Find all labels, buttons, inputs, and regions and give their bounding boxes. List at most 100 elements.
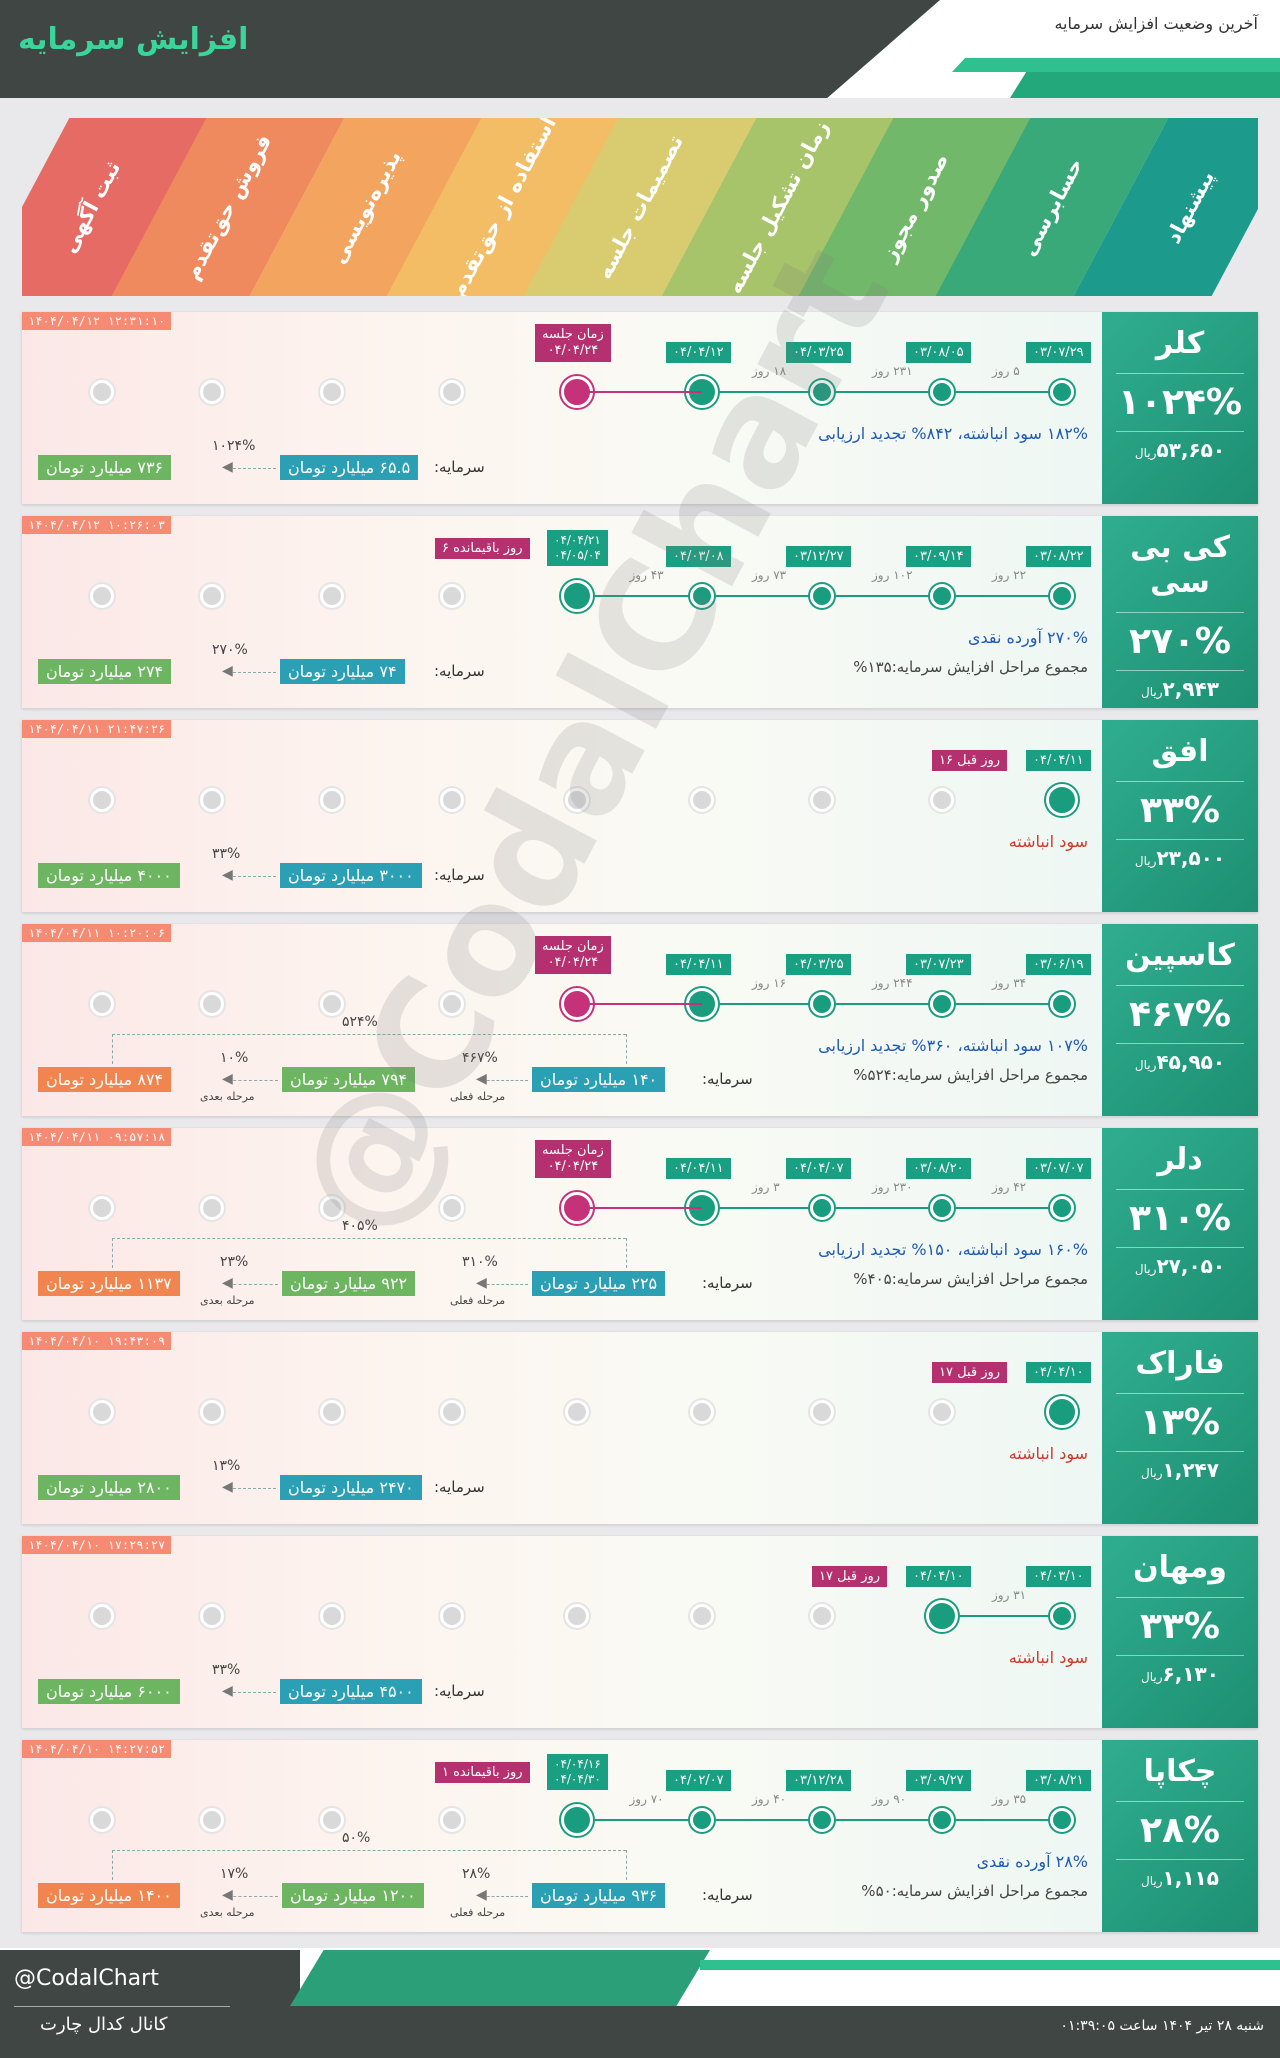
- days-between: ۲۴۴ روز: [872, 976, 913, 990]
- stock-name[interactable]: ومهان: [1133, 1550, 1227, 1585]
- stage-dot-inactive: [320, 584, 344, 608]
- capital-target: ۱۴۰۰ میلیارد تومان: [38, 1883, 180, 1908]
- stock-panel[interactable]: کی بی سی ۲۷۰% ۲,۹۴۳ریال: [1102, 516, 1258, 708]
- next-stage-label: مرحله بعدی: [200, 1090, 255, 1103]
- stock-name[interactable]: چکاپا: [1143, 1754, 1217, 1789]
- capital-target: ۲۷۴ میلیارد تومان: [38, 659, 172, 684]
- stage-date: ۰۳/۰۷/۲۳: [906, 954, 971, 975]
- stock-name[interactable]: افق: [1151, 734, 1209, 769]
- stock-name[interactable]: کاسپین: [1125, 938, 1235, 973]
- capital-increase-percent: ۳۳%: [212, 1662, 241, 1678]
- stock-price: ۱,۲۴۷ریال: [1102, 1458, 1258, 1482]
- stock-panel[interactable]: ومهان ۳۳% ۶,۱۳۰ریال: [1102, 1536, 1258, 1728]
- stage-date: ۰۴/۰۴/۱۰: [1026, 1362, 1091, 1383]
- price-value: ۲۷,۰۵۰: [1156, 1254, 1226, 1278]
- stock-panel[interactable]: دلر ۳۱۰% ۲۷,۰۵۰ریال: [1102, 1128, 1258, 1320]
- total-increase-percent: ۵۲۴%: [342, 1014, 378, 1030]
- stock-panel[interactable]: فاراک ۱۳% ۱,۲۴۷ریال: [1102, 1332, 1258, 1524]
- meeting-time-label: زمان جلسه ۰۴/۰۴/۲۴: [535, 324, 611, 362]
- price-value: ۲,۹۴۳: [1162, 677, 1219, 701]
- increase-percent: ۳۳%: [1116, 781, 1244, 840]
- stage-dot-inactive: [690, 1604, 714, 1628]
- stock-panel[interactable]: افق ۳۳% ۲۳,۵۰۰ریال: [1102, 720, 1258, 912]
- stage-dot-inactive: [440, 584, 464, 608]
- stock-name[interactable]: کی بی سی: [1130, 530, 1230, 600]
- timestamp: ۱۴۰۴/۰۴/۱۰ ۱۴:۲۷:۵۲: [22, 1740, 172, 1758]
- footer-stripe: [700, 1960, 1280, 1970]
- stage-dot-inactive: [930, 1400, 954, 1424]
- capital-target: ۸۷۴ میلیارد تومان: [38, 1067, 172, 1092]
- days-between: ۳۱ روز: [992, 1588, 1027, 1602]
- arrow-icon: ◀: [222, 459, 233, 475]
- stage-dot: [930, 1196, 954, 1220]
- stock-card: ۱۴۰۴/۰۴/۱۱ ۰۹:۵۷:۱۸ دلر ۳۱۰% ۲۷,۰۵۰ریال ۰۳/۰…: [22, 1128, 1258, 1320]
- stage-dot: [1050, 1808, 1074, 1832]
- remaining-days: ۶ روز باقیمانده: [435, 538, 530, 559]
- footer-divider: [14, 2006, 230, 2007]
- capital-increase-percent: ۳۳%: [212, 846, 241, 862]
- stage-date: ۰۳/۱۲/۲۸: [786, 1770, 851, 1791]
- header-dark-band: [0, 0, 940, 98]
- capital-increase-percent: ۲۷۰%: [212, 642, 248, 658]
- stock-price: ۱,۱۱۵ریال: [1102, 1866, 1258, 1890]
- stock-name[interactable]: دلر: [1157, 1142, 1203, 1177]
- stage-dot: [930, 380, 954, 404]
- total-increase: مجموع مراحل افزایش سرمایه:۱۳۵%: [853, 658, 1088, 676]
- stage-dot-inactive: [90, 1604, 114, 1628]
- increase-percent: ۳۱۰%: [1116, 1189, 1244, 1248]
- remaining-days: ۱ روز باقیمانده: [435, 1762, 530, 1783]
- arrow-line: [228, 672, 276, 673]
- stage-dot-inactive: [440, 1808, 464, 1832]
- arrow-line: [482, 1080, 528, 1081]
- stage-date: ۰۳/۰۹/۱۴: [906, 546, 971, 567]
- stock-panel[interactable]: کاسپین ۴۶۷% ۴۵,۹۵۰ریال: [1102, 924, 1258, 1116]
- arrow-icon: ◀: [222, 1683, 233, 1699]
- capital-label: سرمایه:: [434, 662, 485, 680]
- next-increase-percent: ۱۰%: [220, 1050, 249, 1066]
- days-between: ۲۲ روز: [992, 568, 1027, 582]
- days-between: ۲۳۱ روز: [872, 364, 913, 378]
- stock-name[interactable]: کلر: [1155, 326, 1205, 361]
- total-bracket: [112, 1850, 626, 1851]
- stage-date: ۰۳/۰۸/۲۲: [1026, 546, 1091, 567]
- capital-label: سرمایه:: [702, 1274, 753, 1292]
- days-between: ۷۰ روز: [629, 1792, 664, 1806]
- arrow-line: [228, 1284, 278, 1285]
- increase-source: سود انباشته: [1008, 1648, 1088, 1667]
- price-value: ۱,۲۴۷: [1162, 1458, 1219, 1482]
- stage-dot-inactive: [440, 380, 464, 404]
- stock-card: ۱۴۰۴/۰۴/۱۰ ۱۷:۲۹:۲۷ ومهان ۳۳% ۶,۱۳۰ریال ۰۴/۰…: [22, 1536, 1258, 1728]
- stage-dot: [810, 1808, 834, 1832]
- footer-handle[interactable]: @CodalChart: [14, 1966, 159, 1991]
- stage-dot: [1050, 380, 1074, 404]
- stage-date: ۰۳/۰۸/۲۰: [906, 1158, 971, 1179]
- timestamp: ۱۴۰۴/۰۴/۱۲ ۱۲:۳۱:۱۰: [22, 312, 172, 330]
- arrow-line: [482, 1284, 528, 1285]
- stage-dot-inactive: [690, 788, 714, 812]
- stage-dot: [690, 584, 714, 608]
- stage-dot-inactive: [440, 788, 464, 812]
- currency: ریال: [1134, 854, 1157, 868]
- stage-label: ثبت آگهی: [56, 156, 126, 258]
- arrow-line: [228, 1692, 276, 1693]
- stage-dot-inactive: [90, 1196, 114, 1220]
- stock-price: ۴۵,۹۵۰ریال: [1102, 1050, 1258, 1074]
- capital-increase-percent: ۱۳%: [212, 1458, 241, 1474]
- capital-current: ۲۴۷۰ میلیارد تومان: [280, 1475, 422, 1500]
- stock-panel[interactable]: چکاپا ۲۸% ۱,۱۱۵ریال: [1102, 1740, 1258, 1932]
- stage-date: ۰۴/۰۴/۱۰: [906, 1566, 971, 1587]
- capital-current: ۶۵.۵ میلیارد تومان: [280, 455, 419, 480]
- stage-dot-inactive: [200, 1400, 224, 1424]
- stock-panel[interactable]: کلر ۱۰۲۴% ۵۳,۶۵۰ریال: [1102, 312, 1258, 504]
- capital-label: سرمایه:: [434, 458, 485, 476]
- page-subtitle: آخرین وضعیت افزایش سرمایه: [1054, 14, 1258, 33]
- stage-dot-inactive: [440, 992, 464, 1016]
- stage-date: ۰۳/۰۹/۲۷: [906, 1770, 971, 1791]
- stage-dot-inactive: [200, 1196, 224, 1220]
- stage-date: ۰۳/۰۸/۲۱: [1026, 1770, 1091, 1791]
- days-between: ۴۳ روز: [629, 568, 664, 582]
- next-stage-label: مرحله بعدی: [200, 1294, 255, 1307]
- stock-name[interactable]: فاراک: [1135, 1346, 1225, 1381]
- timestamp: ۱۴۰۴/۰۴/۱۰ ۱۹:۴۳:۰۹: [22, 1332, 172, 1350]
- stage-dot-inactive: [565, 1400, 589, 1424]
